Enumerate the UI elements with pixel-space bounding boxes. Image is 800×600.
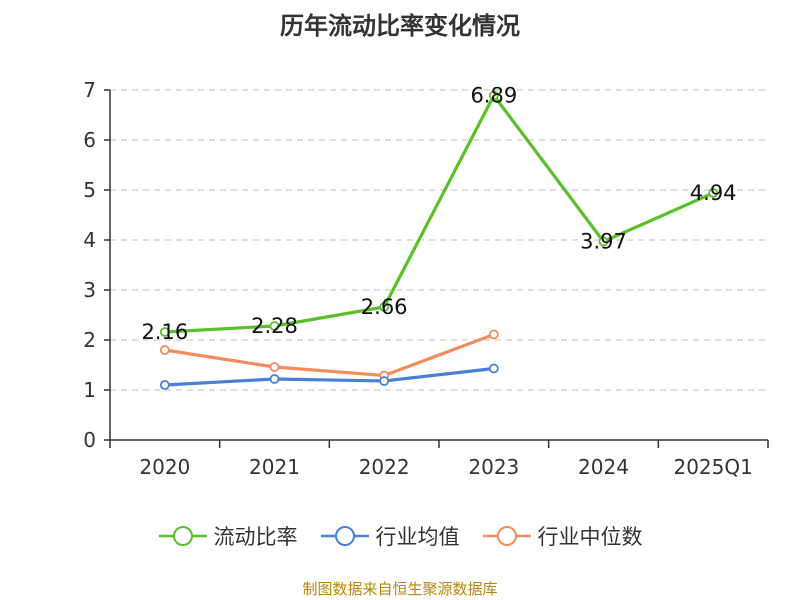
data-label: 2.16	[141, 320, 188, 344]
x-tick-label: 2020	[139, 455, 190, 479]
y-tick-label: 2	[83, 328, 96, 352]
data-point	[379, 376, 390, 386]
data-point	[159, 327, 170, 337]
y-tick-label: 4	[83, 228, 96, 252]
legend-label: 行业均值	[375, 525, 460, 549]
legend-label: 行业中位数	[537, 525, 643, 549]
data-point	[598, 236, 609, 247]
data-point	[159, 380, 170, 390]
label-layer: 2.16 2.28 2.66 6.89 3.97 4.94	[141, 84, 736, 345]
x-tick-label: 2025Q1	[673, 455, 752, 479]
data-label: 2.28	[251, 314, 298, 338]
legend-item[interactable]: 流动比率	[158, 521, 298, 551]
axis-layer: 0 1 2 3 4 5 6 7 2020 2021 2022 2023 2024 2025Q1	[83, 78, 769, 479]
data-point	[708, 188, 719, 198]
data-point	[488, 329, 499, 340]
data-label: 3.97	[580, 230, 627, 254]
x-tick-label: 2021	[249, 455, 300, 479]
source-note: 制图数据来自恒生聚源数据库	[302, 580, 498, 598]
legend-swatch-icon	[158, 526, 207, 546]
legend-swatch-marker	[496, 526, 517, 546]
series-layer	[159, 90, 719, 390]
chart-title: 历年流动比率变化情况	[280, 12, 520, 40]
data-point	[488, 90, 499, 101]
legend-swatch-marker	[334, 526, 355, 546]
series-line	[164, 366, 495, 387]
legend-swatch-marker	[172, 526, 193, 546]
data-point	[488, 363, 499, 374]
legend-swatch-icon	[482, 526, 531, 546]
data-point	[269, 362, 280, 372]
y-tick-label: 3	[83, 278, 96, 302]
y-tick-label: 6	[83, 128, 96, 152]
y-tick-label: 1	[83, 378, 96, 402]
legend-item[interactable]: 行业中位数	[482, 521, 643, 551]
legend-item[interactable]: 行业均值	[320, 521, 460, 551]
data-point	[269, 374, 280, 384]
legend-label: 流动比率	[213, 525, 298, 549]
x-tick-label: 2022	[359, 455, 410, 479]
y-tick-label: 0	[83, 428, 96, 452]
y-tick-label: 5	[83, 178, 96, 202]
x-tick-label: 2024	[578, 455, 629, 479]
y-tick-label: 7	[83, 78, 96, 102]
data-point	[379, 302, 390, 312]
series-line	[164, 93, 714, 334]
legend: 流动比率 行业均值 行业中位数	[0, 518, 800, 554]
data-label: 4.94	[690, 181, 737, 205]
legend-swatch-icon	[320, 526, 369, 546]
data-point	[159, 345, 170, 355]
data-point	[269, 321, 280, 331]
series-line	[164, 333, 495, 378]
x-tick-label: 2023	[468, 455, 519, 479]
data-label: 2.66	[361, 295, 408, 319]
data-label: 6.89	[470, 84, 517, 108]
grid-layer	[110, 89, 768, 391]
